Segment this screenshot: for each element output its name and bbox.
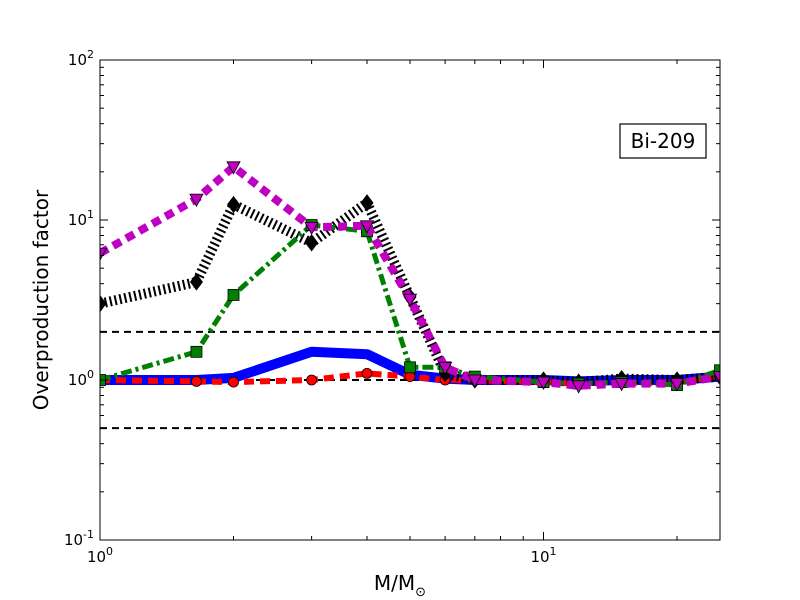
series-2-point-2	[227, 195, 241, 214]
series-4-point-0	[100, 247, 108, 262]
y-axis-title: Overproduction factor	[29, 189, 53, 410]
y-tick-label-2: 101	[68, 208, 94, 229]
series-4-point-10	[614, 378, 629, 392]
y-tick-label-0: 10-1	[64, 528, 94, 549]
series-4-point-4	[359, 220, 375, 234]
x-tick-label-1: 101	[530, 545, 556, 566]
series-2-point-1	[189, 273, 203, 291]
series-2-point-4	[360, 194, 374, 212]
legend-annotation: Bi-209	[619, 123, 707, 159]
series-3-point-2	[227, 289, 240, 301]
series-3-point-1	[190, 345, 203, 358]
series-1-point-2	[228, 376, 239, 388]
annotation-box	[619, 123, 707, 159]
y-tick-label-3: 102	[68, 48, 94, 69]
series-4-point-6	[437, 361, 453, 376]
series-4-point-3	[304, 221, 319, 236]
series-3-point-5	[404, 361, 416, 374]
series-4-point-11	[669, 378, 685, 392]
series-3-point-12	[714, 364, 720, 377]
series-4-point-8	[536, 376, 551, 390]
x-axis-title: M/M⊙	[374, 571, 426, 600]
series-2-point-3	[305, 234, 319, 252]
annotation-label: Bi-209	[631, 129, 696, 153]
series-4	[100, 161, 720, 394]
series-4-point-1	[189, 193, 204, 207]
series-1-point-3	[306, 374, 318, 386]
series-layer	[100, 161, 720, 394]
series-4-point-9	[571, 380, 586, 394]
series-1-point-4	[361, 367, 373, 379]
x-tick-label-0: 100	[87, 545, 113, 566]
series-1-point-1	[191, 376, 202, 387]
series-4-point-7	[467, 374, 482, 388]
series-4-point-5	[402, 293, 418, 308]
series-4-point-12	[712, 371, 720, 385]
axis-ticks	[99, 59, 720, 541]
y-tick-label-1: 100	[68, 368, 94, 389]
series-4-point-2	[226, 161, 241, 175]
